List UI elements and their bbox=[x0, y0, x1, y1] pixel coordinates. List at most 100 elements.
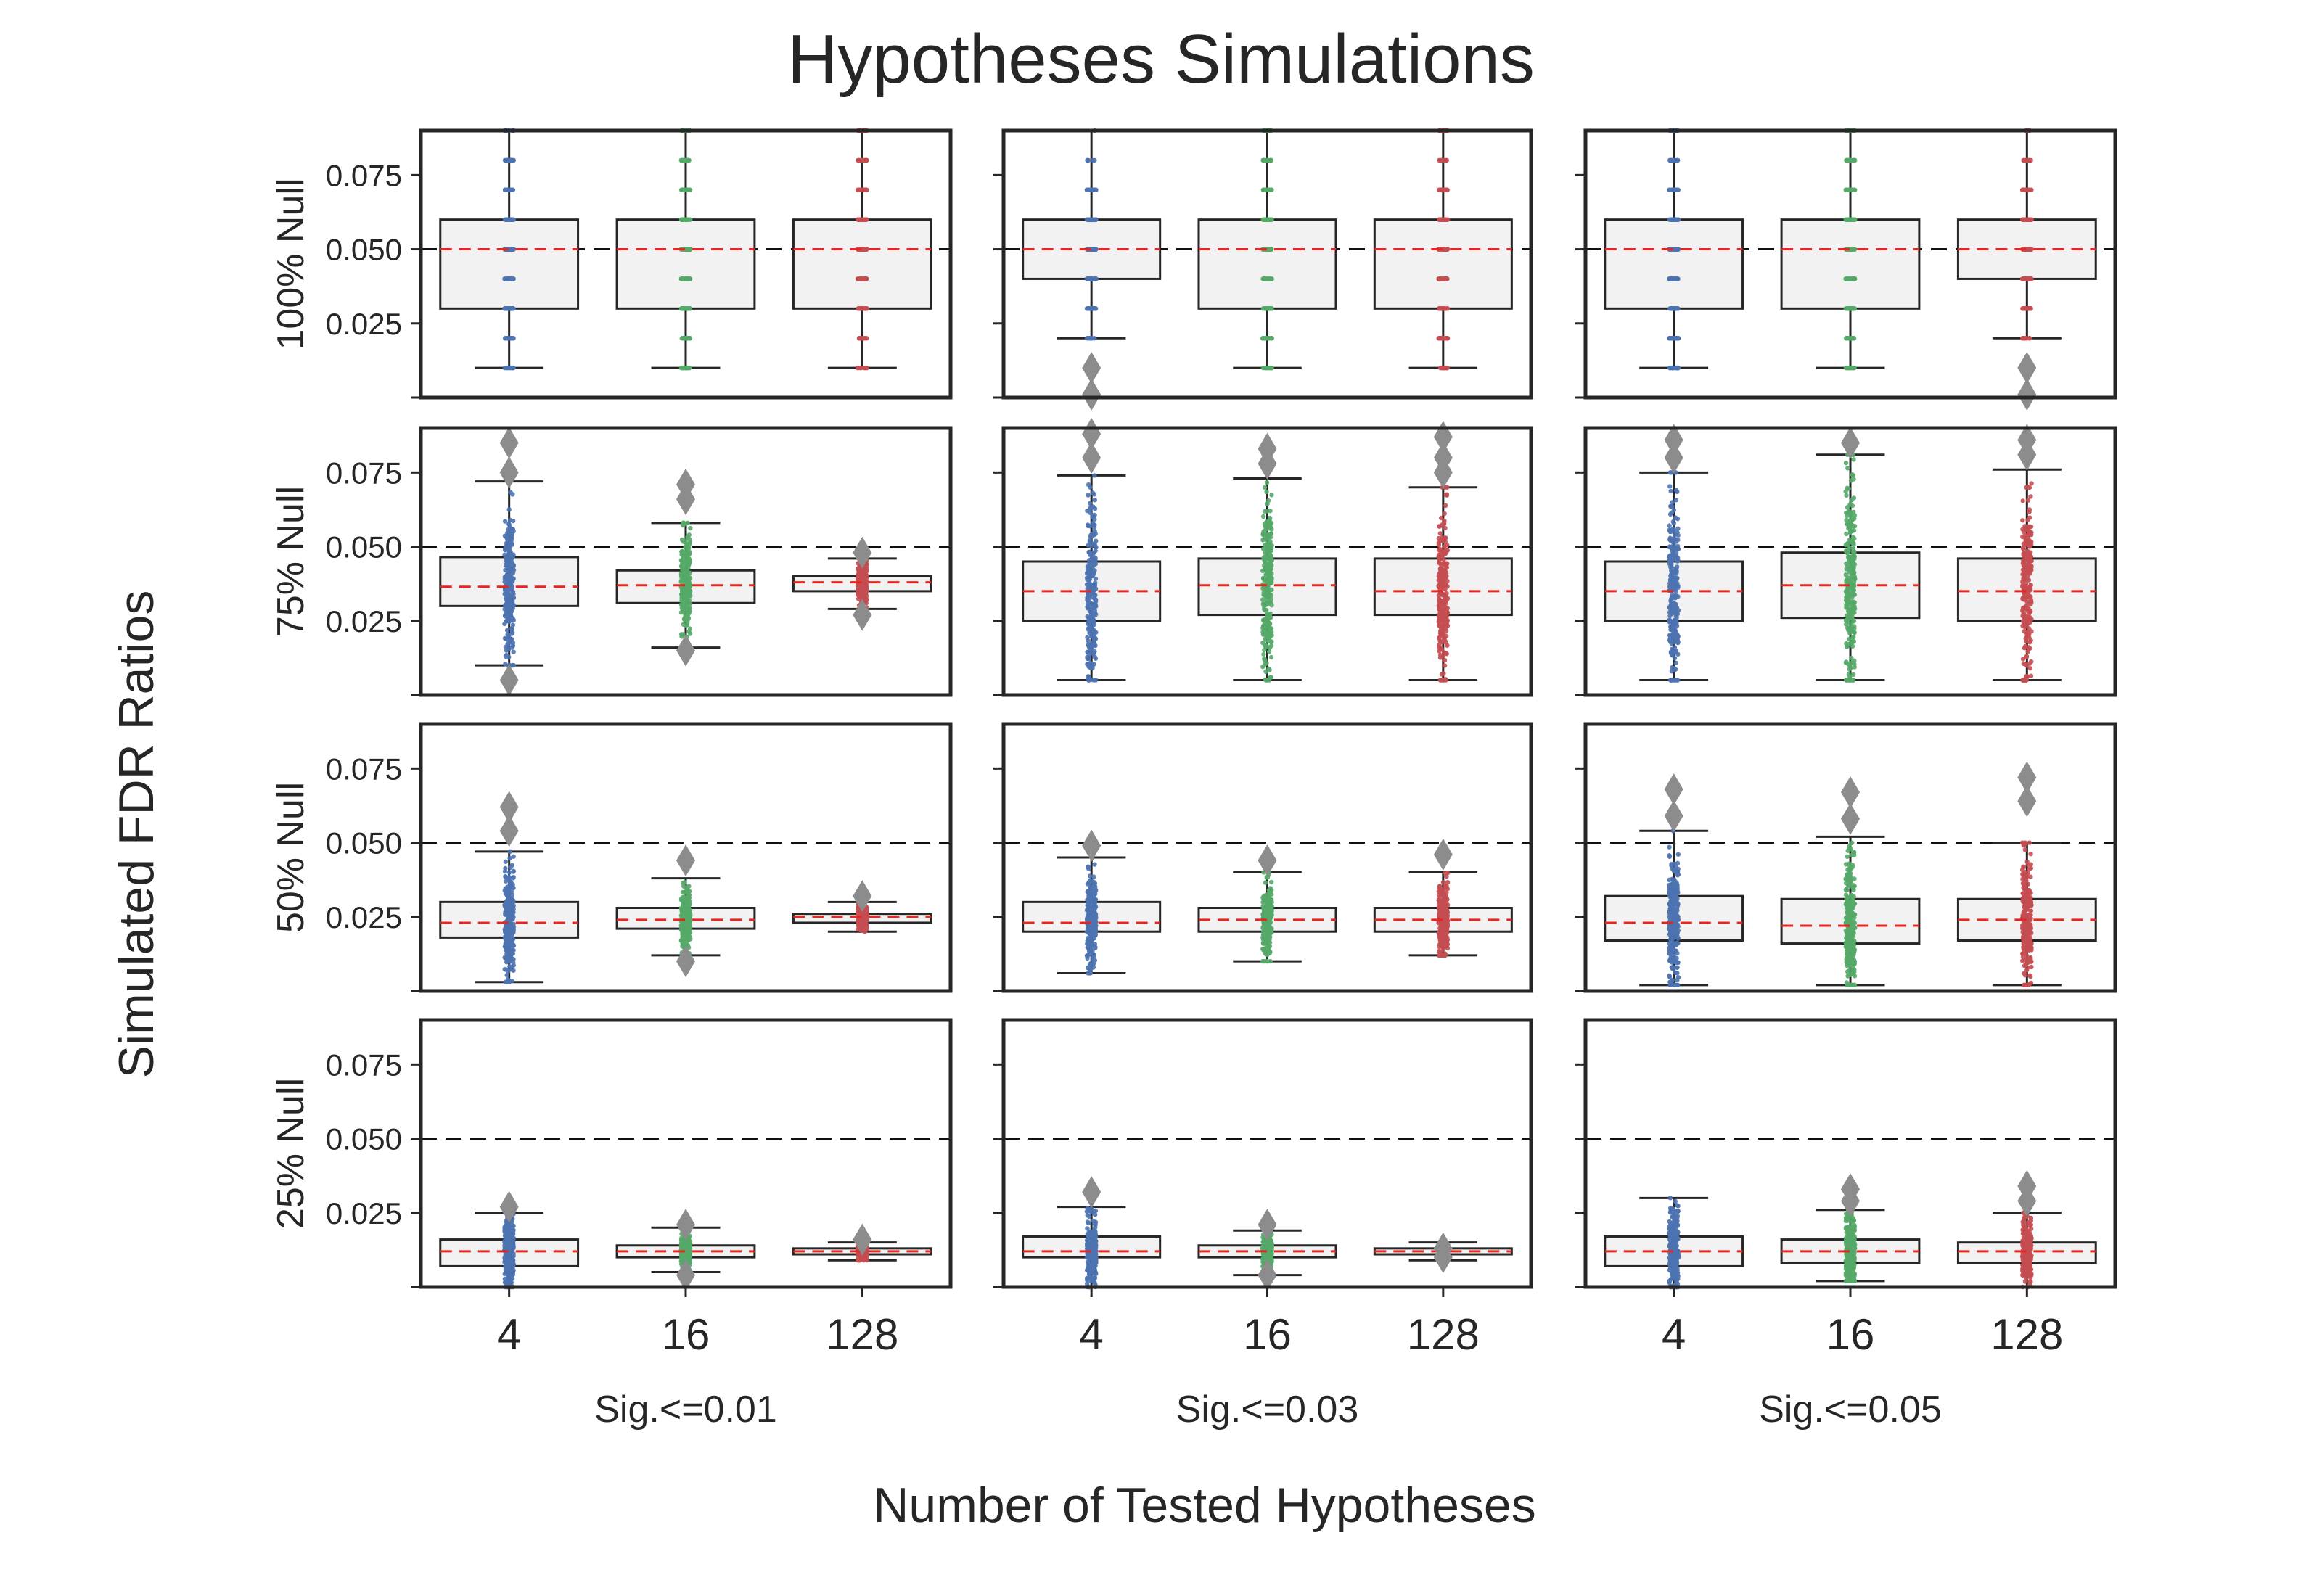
data-point bbox=[1845, 641, 1851, 647]
data-point bbox=[1673, 566, 1678, 571]
data-point bbox=[2027, 515, 2032, 520]
data-point bbox=[1850, 472, 1855, 477]
data-point bbox=[1090, 664, 1095, 669]
data-point bbox=[2027, 550, 2033, 555]
data-point bbox=[510, 643, 516, 649]
data-point bbox=[1088, 633, 1094, 639]
data-point bbox=[2023, 157, 2029, 163]
data-point bbox=[1440, 640, 1445, 645]
data-point bbox=[509, 306, 515, 311]
data-point bbox=[686, 629, 692, 634]
data-point bbox=[1086, 187, 1091, 192]
data-point bbox=[1850, 634, 1855, 640]
data-point bbox=[1848, 217, 1854, 222]
data-point bbox=[2026, 187, 2031, 192]
data-point bbox=[1092, 522, 1097, 527]
data-point bbox=[1440, 365, 1445, 371]
data-point bbox=[1843, 461, 1849, 466]
data-point bbox=[1086, 654, 1091, 660]
data-point bbox=[1441, 671, 1446, 676]
data-point bbox=[2022, 577, 2027, 582]
data-point bbox=[1268, 157, 1273, 163]
data-point bbox=[504, 618, 510, 623]
data-point bbox=[1851, 672, 1856, 678]
data-point bbox=[1092, 247, 1097, 252]
data-point bbox=[1262, 631, 1267, 637]
data-point bbox=[1675, 489, 1680, 495]
data-point bbox=[1673, 498, 1679, 503]
data-point bbox=[687, 559, 692, 565]
data-point bbox=[1849, 516, 1855, 521]
data-point bbox=[1260, 336, 1265, 341]
box bbox=[1373, 218, 1513, 310]
data-point bbox=[687, 608, 692, 614]
chart-title: Hypotheses Simulations bbox=[787, 20, 1535, 98]
data-point bbox=[2024, 675, 2029, 680]
data-point bbox=[856, 306, 862, 311]
data-point bbox=[1085, 662, 1090, 667]
data-point bbox=[2027, 615, 2032, 621]
data-point bbox=[688, 525, 693, 531]
data-point bbox=[1674, 614, 1679, 620]
y-tick-label: 0.025 bbox=[326, 604, 402, 638]
data-point bbox=[855, 187, 861, 192]
data-point bbox=[1091, 617, 1096, 622]
data-point bbox=[1269, 493, 1274, 498]
data-point bbox=[2020, 498, 2025, 503]
data-point bbox=[1845, 564, 1850, 569]
data-point bbox=[508, 550, 513, 555]
data-point bbox=[1675, 217, 1681, 222]
data-point bbox=[1437, 649, 1442, 654]
data-point bbox=[2020, 518, 2025, 523]
data-point bbox=[510, 518, 516, 524]
data-point bbox=[1670, 628, 1676, 633]
data-point bbox=[504, 558, 509, 564]
data-point bbox=[1669, 669, 1675, 674]
data-point bbox=[1851, 572, 1856, 577]
data-point bbox=[1094, 630, 1099, 635]
data-point bbox=[686, 598, 692, 604]
data-point bbox=[679, 306, 685, 311]
data-point bbox=[2020, 623, 2025, 628]
data-point bbox=[2027, 509, 2032, 514]
data-point bbox=[2020, 613, 2025, 619]
data-point bbox=[1263, 509, 1268, 514]
box bbox=[1197, 218, 1337, 310]
data-point bbox=[502, 306, 507, 311]
data-point bbox=[1268, 553, 1273, 558]
data-point bbox=[1667, 620, 1673, 625]
box bbox=[792, 218, 932, 310]
data-point bbox=[1092, 506, 1098, 511]
y-tick-label: 0.050 bbox=[326, 530, 402, 564]
data-point bbox=[1088, 677, 1094, 683]
data-point bbox=[1441, 549, 1447, 555]
data-point bbox=[1437, 336, 1443, 341]
data-point bbox=[1670, 548, 1675, 554]
data-point bbox=[1444, 157, 1449, 163]
data-point bbox=[856, 336, 862, 341]
data-point bbox=[684, 602, 689, 608]
data-point bbox=[1436, 620, 1441, 625]
data-point bbox=[686, 551, 692, 556]
data-point bbox=[1263, 678, 1268, 683]
data-point bbox=[681, 616, 687, 622]
data-point bbox=[862, 595, 867, 600]
data-point bbox=[1443, 572, 1448, 577]
data-point bbox=[510, 492, 515, 497]
data-point bbox=[2024, 306, 2029, 311]
data-point bbox=[1852, 276, 1858, 281]
data-point bbox=[509, 583, 514, 589]
data-point bbox=[1670, 365, 1675, 371]
data-point bbox=[1849, 306, 1854, 311]
data-point bbox=[1850, 535, 1856, 540]
data-point bbox=[1086, 493, 1091, 498]
data-point bbox=[1436, 276, 1442, 281]
data-point bbox=[1846, 336, 1851, 341]
data-point bbox=[1849, 522, 1854, 527]
data-point bbox=[1092, 498, 1097, 503]
data-point bbox=[1262, 485, 1268, 490]
data-point bbox=[1445, 485, 1450, 490]
data-point bbox=[1269, 571, 1274, 576]
data-point bbox=[860, 217, 865, 222]
data-point bbox=[1093, 576, 1099, 582]
